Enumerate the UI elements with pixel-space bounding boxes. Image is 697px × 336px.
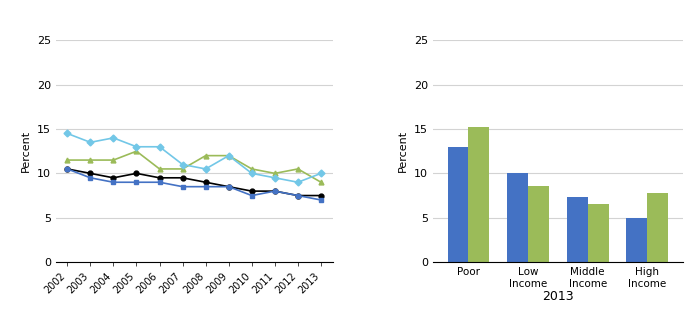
Bar (468, 127, 489, 262)
White (201, 185, 210, 189)
Bar (627, 218, 648, 262)
Asian (317, 171, 325, 175)
White (109, 180, 118, 184)
Total (317, 194, 325, 198)
Black (63, 158, 72, 162)
Asian (109, 136, 118, 140)
Total (224, 185, 233, 189)
Bar (648, 193, 668, 262)
Total (201, 180, 210, 184)
Bar (567, 197, 588, 262)
Line: Asian: Asian (65, 131, 323, 185)
Total (270, 189, 279, 193)
Total (63, 167, 72, 171)
Asian (247, 171, 256, 175)
Total (155, 176, 164, 180)
Bar (528, 186, 549, 262)
Asian (63, 131, 72, 135)
Y-axis label: Percent: Percent (21, 130, 31, 172)
Total (178, 176, 187, 180)
Black (86, 158, 95, 162)
Asian (224, 154, 233, 158)
Asian (132, 145, 141, 149)
Legend: Total, White, Black, Asian: Total, White, Black, Asian (98, 0, 333, 2)
Total (247, 189, 256, 193)
Black (109, 158, 118, 162)
Black (224, 154, 233, 158)
White (63, 167, 72, 171)
White (155, 180, 164, 184)
Black (178, 167, 187, 171)
Total (109, 176, 118, 180)
Bar (507, 173, 528, 262)
White (224, 185, 233, 189)
Line: Total: Total (65, 167, 323, 198)
Asian (155, 145, 164, 149)
White (317, 198, 325, 202)
Asian (270, 176, 279, 180)
Total (293, 194, 302, 198)
Legend: White, Black: White, Black (528, 0, 641, 2)
Line: White: White (65, 167, 323, 202)
Black (317, 180, 325, 184)
Total (86, 171, 95, 175)
Bar (588, 204, 608, 262)
Black (247, 167, 256, 171)
Y-axis label: Percent: Percent (398, 130, 408, 172)
Line: Black: Black (65, 149, 323, 185)
X-axis label: 2013: 2013 (542, 290, 574, 303)
White (86, 176, 95, 180)
Black (270, 171, 279, 175)
White (132, 180, 141, 184)
White (247, 194, 256, 198)
White (178, 185, 187, 189)
Black (201, 154, 210, 158)
Total (132, 171, 141, 175)
Bar (447, 147, 468, 262)
Black (132, 149, 141, 153)
White (270, 189, 279, 193)
Black (293, 167, 302, 171)
White (293, 194, 302, 198)
Asian (86, 140, 95, 144)
Asian (201, 167, 210, 171)
Asian (178, 163, 187, 167)
Asian (293, 180, 302, 184)
Black (155, 167, 164, 171)
